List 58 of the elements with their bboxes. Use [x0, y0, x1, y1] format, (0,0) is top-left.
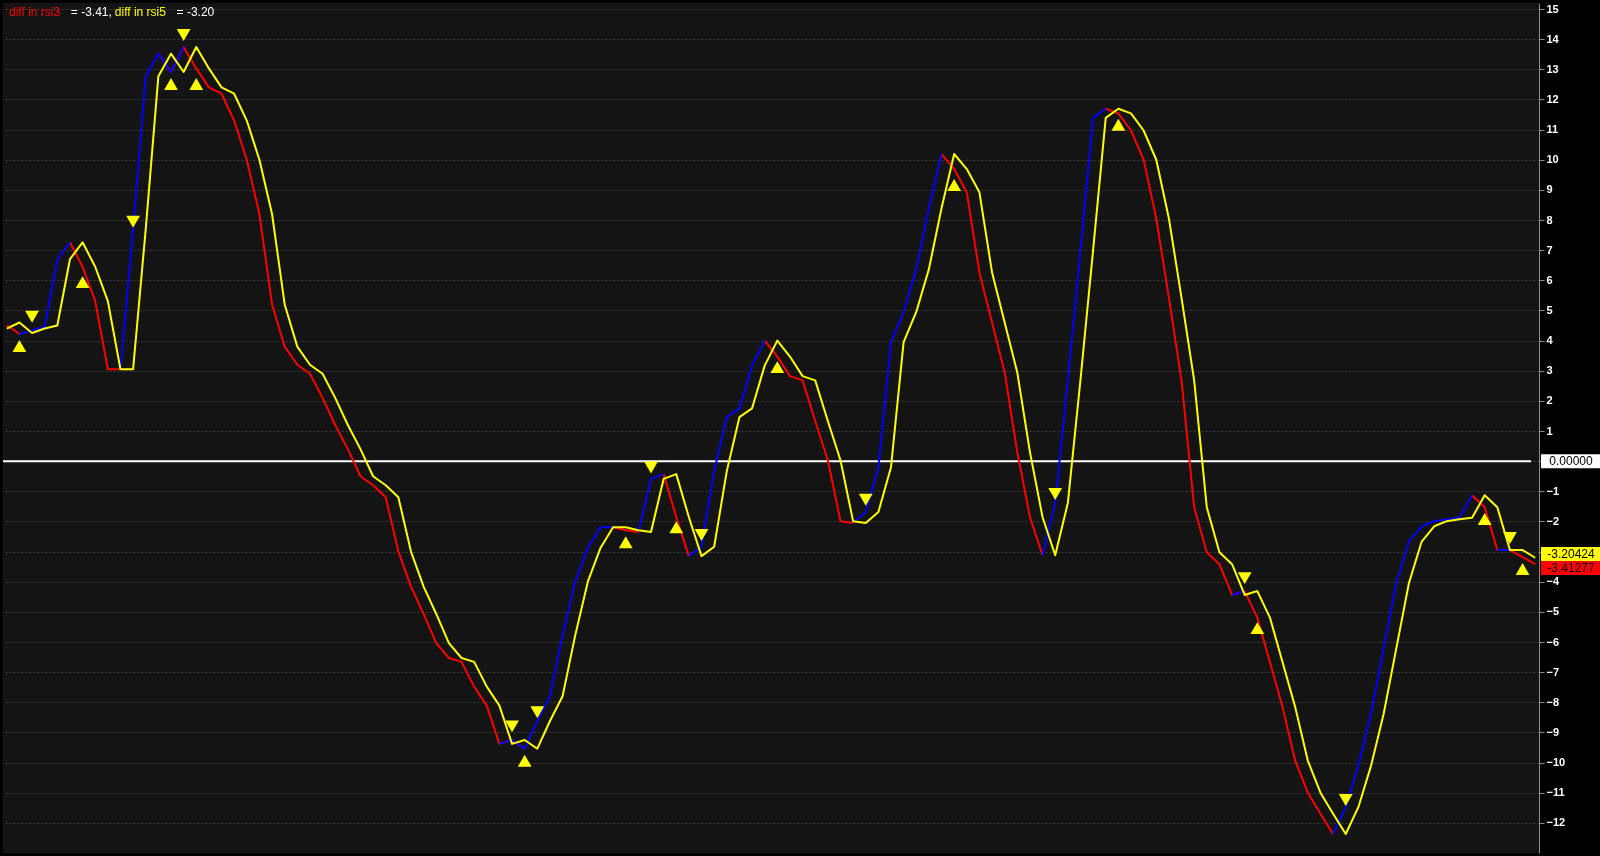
- point: [1338, 793, 1353, 806]
- y-tick-label: 4: [1546, 334, 1554, 347]
- point: [694, 529, 709, 541]
- point: [644, 461, 658, 474]
- y-tick-label: 3: [1546, 364, 1553, 377]
- point: [858, 493, 873, 506]
- point: [12, 340, 27, 352]
- point: [126, 215, 140, 228]
- y-tick-label: 13: [1546, 62, 1559, 75]
- point: [530, 706, 545, 719]
- point: [517, 754, 532, 767]
- point: [618, 536, 633, 549]
- point: [1515, 563, 1530, 576]
- ref-line-label: 0.00000: [1549, 454, 1594, 469]
- point: [947, 179, 962, 192]
- y-tick-label: −2: [1546, 514, 1560, 527]
- y-tick-label: 7: [1546, 243, 1553, 256]
- point: [1477, 513, 1492, 525]
- y-tick-label: 5: [1546, 303, 1553, 316]
- point: [505, 720, 519, 733]
- text: diff in rsi5: [114, 5, 167, 19]
- y-tick-label: 1: [1546, 424, 1553, 437]
- y-tick-label: 15: [1546, 2, 1559, 15]
- y-tick-label: −1: [1546, 484, 1560, 497]
- data-label: -3.20424: [1547, 546, 1596, 561]
- data-label: -3.41277: [1547, 560, 1596, 575]
- y-tick-label: −10: [1546, 756, 1566, 769]
- point: [176, 28, 191, 41]
- annotation: = -3.41,: [70, 5, 112, 19]
- text: diff in rsi3: [9, 5, 61, 19]
- y-tick-label: 14: [1546, 32, 1560, 45]
- y-tick-label: 8: [1546, 213, 1553, 226]
- y-tick-label: 11: [1546, 123, 1559, 136]
- point: [25, 310, 39, 323]
- point: [1111, 118, 1126, 131]
- y-tick-label: 9: [1546, 183, 1553, 196]
- y-tick-label: −9: [1546, 725, 1560, 738]
- y-tick-label: −11: [1546, 786, 1565, 799]
- y-tick-label: −12: [1546, 816, 1566, 829]
- point: [1503, 532, 1517, 544]
- y-tick-label: −7: [1546, 665, 1560, 678]
- point: [1237, 572, 1252, 585]
- y-tick-label: −5: [1546, 605, 1560, 618]
- point: [75, 276, 90, 289]
- point: [669, 521, 684, 534]
- y-tick-label: 6: [1546, 273, 1553, 286]
- y-tick-label: −6: [1546, 635, 1560, 648]
- point: [1250, 622, 1265, 635]
- y-tick-label: 2: [1546, 394, 1553, 407]
- y-tick-label: −8: [1546, 695, 1560, 708]
- y-tick-label: 10: [1546, 153, 1559, 166]
- point: [189, 78, 204, 91]
- point: [164, 78, 178, 91]
- annotation: = -3.20: [176, 5, 215, 19]
- y-tick-label: −4: [1546, 575, 1560, 588]
- point: [1048, 488, 1063, 500]
- y-tick-label: 12: [1546, 92, 1559, 105]
- point: [770, 361, 785, 374]
